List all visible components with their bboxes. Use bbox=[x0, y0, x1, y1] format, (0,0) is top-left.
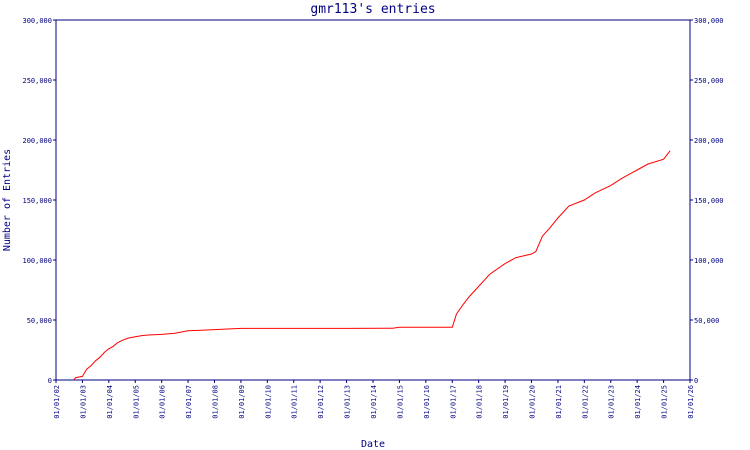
x-tick-label: 01/01/21 bbox=[555, 385, 563, 419]
x-tick-label: 01/01/10 bbox=[264, 385, 272, 419]
x-axis: 01/01/02 01/01/03 01/01/04 01/01/05 01/01/06… bbox=[53, 380, 695, 419]
x-tick-label: 01/01/08 bbox=[211, 385, 219, 419]
x-tick-label: 01/01/24 bbox=[634, 385, 642, 419]
chart-title: gmr113's entries bbox=[310, 2, 435, 17]
x-tick-label: 01/01/03 bbox=[79, 385, 87, 419]
y-tick-label-left: 100,000 bbox=[22, 257, 52, 265]
y-tick-label-left: 300,000 bbox=[22, 17, 52, 25]
y-tick-label-right: 150,000 bbox=[694, 197, 724, 205]
y-tick-label-right: 50,000 bbox=[694, 317, 719, 325]
y-axis-right: 0 50,000 100,000 150,000 200,000 250,000 300,0… bbox=[690, 17, 724, 385]
x-tick-label: 01/01/11 bbox=[291, 385, 299, 419]
y-axis-title: Number of Entries bbox=[2, 149, 13, 251]
x-tick-label: 01/01/19 bbox=[502, 385, 510, 419]
y-tick-label-left: 200,000 bbox=[22, 137, 52, 145]
x-tick-label: 01/01/15 bbox=[396, 385, 404, 419]
x-tick-label: 01/01/17 bbox=[449, 385, 457, 419]
x-tick-label: 01/01/16 bbox=[423, 385, 431, 419]
plot-frame bbox=[55, 19, 691, 381]
y-tick-label-left: 0 bbox=[48, 377, 52, 385]
x-tick-label: 01/01/26 bbox=[687, 385, 695, 419]
x-tick-label: 01/01/14 bbox=[370, 385, 378, 419]
y-tick-label-right: 300,000 bbox=[694, 17, 724, 25]
y-axis-left: 0 50,000 100,000 150,000 200,000 250,000 300,0… bbox=[22, 17, 56, 385]
x-tick-label: 01/01/07 bbox=[185, 385, 193, 419]
y-tick-label-left: 250,000 bbox=[22, 77, 52, 85]
series-line bbox=[73, 150, 671, 381]
x-tick-label: 01/01/05 bbox=[132, 385, 140, 419]
x-tick-label: 01/01/06 bbox=[159, 385, 167, 419]
x-tick-label: 01/01/04 bbox=[106, 385, 114, 419]
x-tick-label: 01/01/25 bbox=[661, 385, 669, 419]
y-tick-label-right: 200,000 bbox=[694, 137, 724, 145]
x-tick-label: 01/01/20 bbox=[528, 385, 536, 419]
x-tick-label: 01/01/18 bbox=[476, 385, 484, 419]
x-tick-label: 01/01/23 bbox=[608, 385, 616, 419]
y-tick-label-right: 0 bbox=[694, 377, 698, 385]
x-tick-label: 01/01/22 bbox=[581, 385, 589, 419]
x-tick-label: 01/01/13 bbox=[344, 385, 352, 419]
x-tick-label: 01/01/12 bbox=[317, 385, 325, 419]
x-axis-title: Date bbox=[361, 439, 385, 450]
y-tick-label-left: 150,000 bbox=[22, 197, 52, 205]
x-tick-label: 01/01/09 bbox=[238, 385, 246, 419]
y-tick-label-right: 100,000 bbox=[694, 257, 724, 265]
y-tick-label-left: 50,000 bbox=[27, 317, 52, 325]
x-tick-label: 01/01/02 bbox=[53, 385, 61, 419]
y-tick-label-right: 250,000 bbox=[694, 77, 724, 85]
